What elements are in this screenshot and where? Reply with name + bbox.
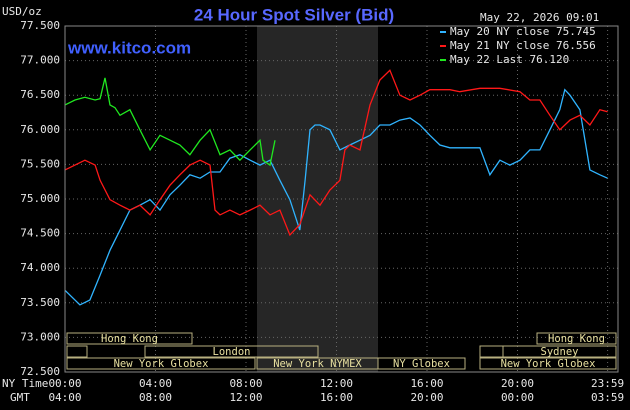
y-tick-label: 76.000 [20, 123, 60, 136]
legend-label: May 21 NY close 76.556 [450, 39, 596, 52]
y-tick-label: 74.000 [20, 261, 60, 274]
x-axis-label: NY Time [2, 377, 48, 390]
x-tick-label: 12:00 [320, 377, 353, 390]
gmt-tick-label: 04:00 [48, 391, 81, 404]
session-label: Hong Kong [101, 333, 158, 345]
y-tick-label: 74.500 [20, 227, 60, 240]
session-box [536, 332, 617, 345]
x-tick-label: 04:00 [139, 377, 172, 390]
legend-label: May 20 NY close 75.745 [450, 25, 596, 38]
x-tick-label: 23:59 [591, 377, 624, 390]
x-tick-label: 16:00 [410, 377, 443, 390]
series-line [64, 77, 276, 167]
y-axis-label: USD/oz [2, 5, 42, 18]
x-tick-label: 20:00 [501, 377, 534, 390]
series-line [64, 88, 608, 306]
session-label: New York Globex [501, 358, 596, 370]
gmt-tick-label: 00:00 [501, 391, 534, 404]
sessions: Hong Kong London New York Globex New York N… [66, 332, 617, 370]
gmt-tick-label: 12:00 [229, 391, 262, 404]
series-line [64, 69, 608, 237]
chart-title: 24 Hour Spot Silver (Bid) [194, 5, 394, 24]
session-box [377, 357, 466, 370]
y-tick-label: 72.500 [20, 365, 60, 378]
gmt-tick-label: 08:00 [139, 391, 172, 404]
session-label: Hong Kong [548, 333, 605, 345]
lines [64, 69, 608, 306]
x-axis-label-gmt: GMT [10, 391, 30, 404]
gmt-tick-label: 20:00 [410, 391, 443, 404]
session-label: Sydney [541, 346, 579, 358]
timestamp: May 22, 2026 09:01 [480, 11, 599, 24]
y-tick-label: 75.000 [20, 192, 60, 205]
session-label: NY Globex [393, 358, 450, 370]
session-box [144, 345, 319, 358]
website: www.kitco.com [67, 38, 191, 57]
y-tick-label: 73.000 [20, 330, 60, 343]
session-box [502, 345, 617, 358]
session-box [66, 357, 256, 370]
gmt-tick-label: 03:59 [591, 391, 624, 404]
session-label: New York NYMEX [273, 358, 362, 370]
gmt-tick-label: 16:00 [320, 391, 353, 404]
x-tick-label: 08:00 [229, 377, 262, 390]
y-tick-label: 77.000 [20, 54, 60, 67]
legend-label: May 22 Last 76.120 [450, 53, 569, 66]
y-tick-label: 75.500 [20, 157, 60, 170]
y-tick-label: 77.500 [20, 19, 60, 32]
plot-frame [64, 25, 619, 373]
session-box [66, 332, 193, 345]
session-label: New York Globex [114, 358, 209, 370]
x-tick-label: 00:00 [48, 377, 81, 390]
y-tick-label: 73.500 [20, 296, 60, 309]
y-tick-label: 76.500 [20, 88, 60, 101]
session-box [66, 345, 88, 358]
session-label: London [213, 346, 251, 358]
session-box [479, 357, 617, 370]
